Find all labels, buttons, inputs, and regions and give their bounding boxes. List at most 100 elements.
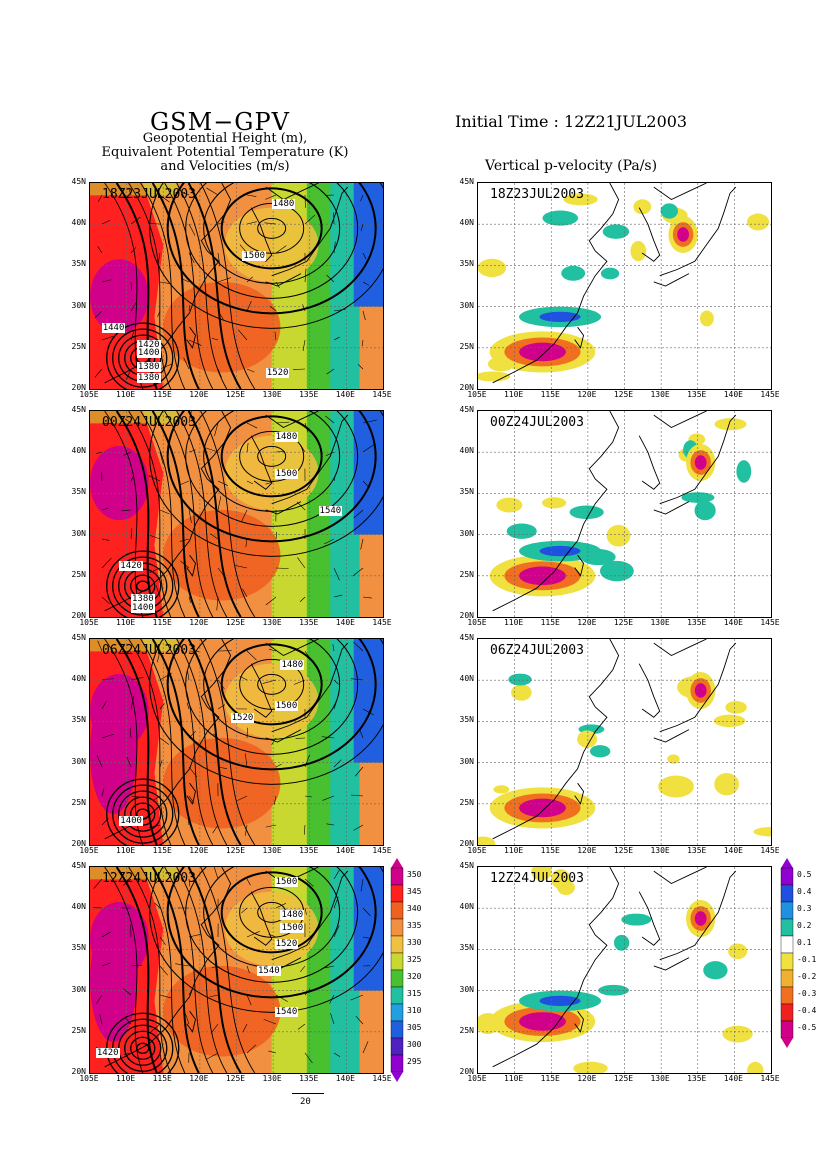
lat-tick-label: 45N	[71, 861, 86, 870]
contour-label: 1480	[280, 910, 305, 921]
omega-map: 18Z23JUL2003	[477, 182, 772, 390]
lon-tick-label: 145E	[760, 1074, 780, 1083]
panel-time-label: 12Z24JUL2003	[102, 871, 196, 886]
contour-label: 1540	[257, 965, 281, 976]
lon-tick-label: 125E	[613, 846, 634, 855]
contour-label: 1480	[274, 431, 299, 442]
lat-tick-label: 25N	[71, 797, 86, 807]
colorbar-level-label: 330	[407, 938, 422, 947]
lat-tick-label: 45N	[71, 633, 86, 642]
contour-label: 1500	[274, 700, 299, 711]
lat-tick-label: 40N	[71, 446, 86, 456]
lon-tick-label: 105E	[79, 1074, 99, 1083]
lon-tick-label: 110E	[115, 390, 136, 399]
lon-tick-label: 125E	[225, 618, 246, 627]
lon-tick-label: 120E	[577, 1074, 597, 1083]
lon-tick-label: 135E	[299, 846, 319, 855]
colorbar-level-label: 335	[407, 921, 422, 930]
lon-tick-label: 145E	[372, 1074, 392, 1083]
lon-tick-label: 145E	[372, 846, 392, 855]
lat-tick-label: 35N	[459, 943, 474, 953]
lon-tick-label: 110E	[115, 846, 136, 855]
lon-tick-label: 135E	[299, 618, 319, 627]
theta-e-height-map: 12Z24JUL2003 1500 1480 1500 1520 1540 1540 1420	[89, 866, 384, 1074]
lon-tick-label: 115E	[540, 1074, 560, 1083]
contour-label: 1420	[119, 561, 143, 572]
lon-tick-label: 110E	[503, 1074, 524, 1083]
lon-tick-label: 130E	[262, 618, 282, 627]
lon-tick-label: 130E	[650, 618, 670, 627]
panel-time-label: 18Z23JUL2003	[490, 187, 584, 202]
lat-tick-label: 35N	[459, 259, 474, 269]
lon-tick-label: 135E	[687, 618, 707, 627]
colorbar-level-label: -0.5	[797, 1023, 817, 1032]
lon-tick-label: 125E	[613, 1074, 634, 1083]
lon-tick-label: 110E	[503, 846, 524, 855]
contour-label: 1380	[136, 372, 161, 383]
lat-tick-label: 45N	[71, 405, 86, 414]
lat-tick-label: 45N	[459, 405, 474, 414]
lon-tick-label: 130E	[262, 1074, 282, 1083]
contour-label: 1500	[274, 468, 299, 479]
panel-time-label: 00Z24JUL2003	[102, 415, 196, 430]
lon-tick-label: 105E	[467, 390, 487, 399]
lon-tick-label: 115E	[152, 618, 172, 627]
panel-time-label: 12Z24JUL2003	[490, 871, 584, 886]
lat-tick-label: 30N	[71, 756, 86, 766]
lon-tick-label: 105E	[79, 846, 99, 855]
lat-tick-label: 25N	[459, 1025, 474, 1035]
contour-label: 1520	[230, 713, 255, 724]
contour-label: 1400	[131, 602, 155, 613]
lon-tick-label: 140E	[335, 846, 355, 855]
lon-tick-label: 145E	[372, 390, 392, 399]
lon-tick-label: 140E	[335, 390, 355, 399]
lat-tick-label: 25N	[71, 569, 86, 579]
subtitle-line-3: and Velocities (m/s)	[160, 159, 290, 174]
lon-tick-label: 140E	[335, 1074, 355, 1083]
lon-tick-label: 140E	[723, 1074, 743, 1083]
theta-e-height-map: 00Z24JUL2003 1480 1500 1540 1420 1380 1400	[89, 410, 384, 618]
lat-tick-label: 25N	[71, 341, 86, 351]
contour-label: 1540	[274, 1007, 299, 1018]
contour-label: 1420	[136, 339, 161, 350]
lat-tick-label: 30N	[459, 528, 474, 538]
lon-tick-label: 115E	[152, 1074, 172, 1083]
contour-label: 1380	[136, 362, 161, 373]
panel-time-label: 06Z24JUL2003	[102, 643, 196, 658]
lat-tick-label: 45N	[459, 861, 474, 870]
lat-tick-label: 40N	[459, 218, 474, 228]
lon-tick-label: 115E	[152, 846, 172, 855]
lat-tick-label: 40N	[459, 902, 474, 912]
vector-key-label: 20	[300, 1097, 311, 1107]
lat-tick-label: 20N	[71, 383, 86, 392]
lat-tick-label: 25N	[459, 341, 474, 351]
lat-tick-label: 40N	[71, 674, 86, 684]
contour-label: 1500	[242, 250, 267, 261]
subtitle-line-2: Equivalent Potential Temperature (K)	[101, 145, 349, 160]
contour-label: 1480	[271, 199, 296, 210]
lon-tick-label: 120E	[577, 390, 597, 399]
lon-tick-label: 105E	[467, 1074, 487, 1083]
lat-tick-label: 30N	[71, 984, 86, 994]
colorbar-level-label: 350	[407, 870, 422, 879]
lat-tick-label: 45N	[71, 177, 86, 186]
lon-tick-label: 105E	[79, 618, 99, 627]
lat-tick-label: 30N	[71, 300, 86, 310]
lat-tick-label: 40N	[459, 446, 474, 456]
lat-tick-label: 35N	[71, 259, 86, 269]
colorbar-level-label: -0.4	[797, 1006, 817, 1015]
colorbar-level-label: 0.4	[797, 887, 812, 896]
lat-tick-label: 25N	[459, 797, 474, 807]
lon-tick-label: 110E	[503, 618, 524, 627]
panel-time-label: 06Z24JUL2003	[490, 643, 584, 658]
colorbar-level-label: 315	[407, 989, 422, 998]
lon-tick-label: 115E	[540, 618, 560, 627]
contour-label: 1400	[119, 816, 143, 827]
lon-tick-label: 135E	[687, 390, 707, 399]
lon-tick-label: 130E	[650, 846, 670, 855]
lon-tick-label: 135E	[687, 1074, 707, 1083]
lon-tick-label: 130E	[650, 390, 670, 399]
lon-tick-label: 115E	[152, 390, 172, 399]
lon-tick-label: 135E	[687, 846, 707, 855]
contour-label: 1440	[101, 323, 126, 334]
